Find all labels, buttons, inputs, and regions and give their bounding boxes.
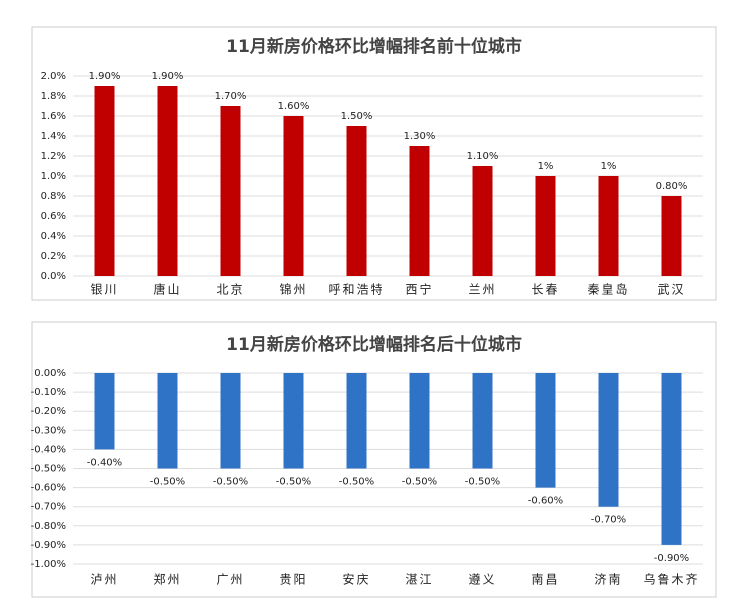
- data-label: -0.50%: [465, 477, 500, 488]
- x-tick-label: 济南: [594, 572, 622, 587]
- data-label: -0.50%: [402, 477, 437, 488]
- y-tick-label: -0.30%: [31, 425, 66, 436]
- bar: [94, 86, 115, 276]
- x-tick-label: 乌鲁木齐: [643, 572, 699, 587]
- x-tick-label: 湛江: [405, 573, 433, 587]
- chart-title: 11月新房价格环比增幅排名后十位城市: [226, 334, 522, 355]
- y-tick-label: -0.60%: [31, 483, 66, 494]
- chart-title: 11月新房价格环比增幅排名前十位城市: [226, 36, 522, 57]
- bar: [157, 373, 178, 469]
- x-tick-label: 兰州: [468, 283, 496, 297]
- bar: [346, 126, 367, 276]
- bar: [598, 176, 619, 276]
- x-tick-label: 广州: [216, 573, 244, 587]
- y-tick-label: 0.0%: [41, 271, 66, 282]
- bar: [220, 373, 241, 469]
- y-tick-label: -0.20%: [31, 406, 66, 417]
- bar: [409, 146, 430, 276]
- data-label: 1.10%: [467, 151, 499, 162]
- bar: [346, 373, 367, 469]
- bar: [472, 166, 493, 276]
- x-tick-label: 郑州: [153, 572, 181, 587]
- bar: [535, 176, 556, 276]
- y-tick-label: -0.90%: [31, 540, 66, 551]
- bar: [220, 106, 241, 276]
- bar: [661, 373, 682, 545]
- data-label: 0.80%: [656, 181, 688, 192]
- x-tick-label: 呼和浩特: [328, 282, 384, 297]
- x-tick-label: 遵义: [468, 572, 496, 587]
- bar: [661, 196, 682, 276]
- x-tick-label: 西宁: [405, 282, 433, 297]
- x-tick-label: 泸州: [90, 573, 118, 587]
- data-label: 1.90%: [89, 71, 121, 82]
- y-tick-label: 1.2%: [41, 151, 66, 162]
- y-tick-label: 2.0%: [41, 71, 66, 82]
- x-tick-label: 北京: [216, 283, 244, 297]
- x-tick-label: 银川: [90, 283, 118, 297]
- y-tick-label: 1.0%: [41, 171, 66, 182]
- y-tick-label: -0.80%: [31, 521, 66, 532]
- data-label: 1.60%: [278, 101, 310, 112]
- data-label: -0.40%: [87, 457, 122, 468]
- y-tick-label: 1.6%: [41, 111, 66, 122]
- bar: [472, 373, 493, 469]
- data-label: 1.70%: [215, 91, 247, 102]
- data-label: -0.50%: [213, 477, 248, 488]
- data-label: -0.60%: [528, 496, 563, 507]
- x-tick-label: 南昌: [531, 572, 559, 587]
- data-label: -0.50%: [276, 477, 311, 488]
- bar: [94, 373, 115, 450]
- data-label: -0.90%: [654, 553, 689, 564]
- data-label: 1.50%: [341, 111, 373, 122]
- y-tick-label: -1.00%: [31, 559, 66, 570]
- data-label: 1%: [538, 161, 554, 172]
- x-tick-label: 武汉: [657, 283, 685, 297]
- data-label: -0.50%: [339, 477, 374, 488]
- x-tick-label: 锦州: [279, 283, 307, 297]
- y-tick-label: 0.4%: [41, 231, 66, 242]
- data-label: 1%: [601, 161, 617, 172]
- bar: [283, 373, 304, 469]
- x-tick-label: 唐山: [153, 282, 181, 297]
- x-tick-label: 秦皇岛: [587, 282, 629, 297]
- x-tick-label: 贵阳: [279, 573, 307, 587]
- data-label: -0.50%: [150, 477, 185, 488]
- y-tick-label: -0.10%: [31, 387, 66, 398]
- data-label: -0.70%: [591, 515, 626, 526]
- y-tick-label: 1.8%: [41, 91, 66, 102]
- bar: [157, 86, 178, 276]
- y-tick-label: -0.40%: [31, 444, 66, 455]
- data-label: 1.30%: [404, 131, 436, 142]
- y-tick-label: 0.2%: [41, 251, 66, 262]
- y-tick-label: -0.70%: [31, 502, 66, 513]
- data-label: 1.90%: [152, 71, 184, 82]
- bar: [283, 116, 304, 276]
- bar: [409, 373, 430, 469]
- y-tick-label: -0.50%: [31, 464, 66, 475]
- y-tick-label: 0.00%: [34, 368, 66, 379]
- bar: [535, 373, 556, 488]
- x-tick-label: 安庆: [342, 572, 370, 587]
- x-tick-label: 长春: [531, 283, 559, 297]
- bar: [598, 373, 619, 507]
- y-tick-label: 0.6%: [41, 211, 66, 222]
- y-tick-label: 1.4%: [41, 131, 66, 142]
- y-tick-label: 0.8%: [41, 191, 66, 202]
